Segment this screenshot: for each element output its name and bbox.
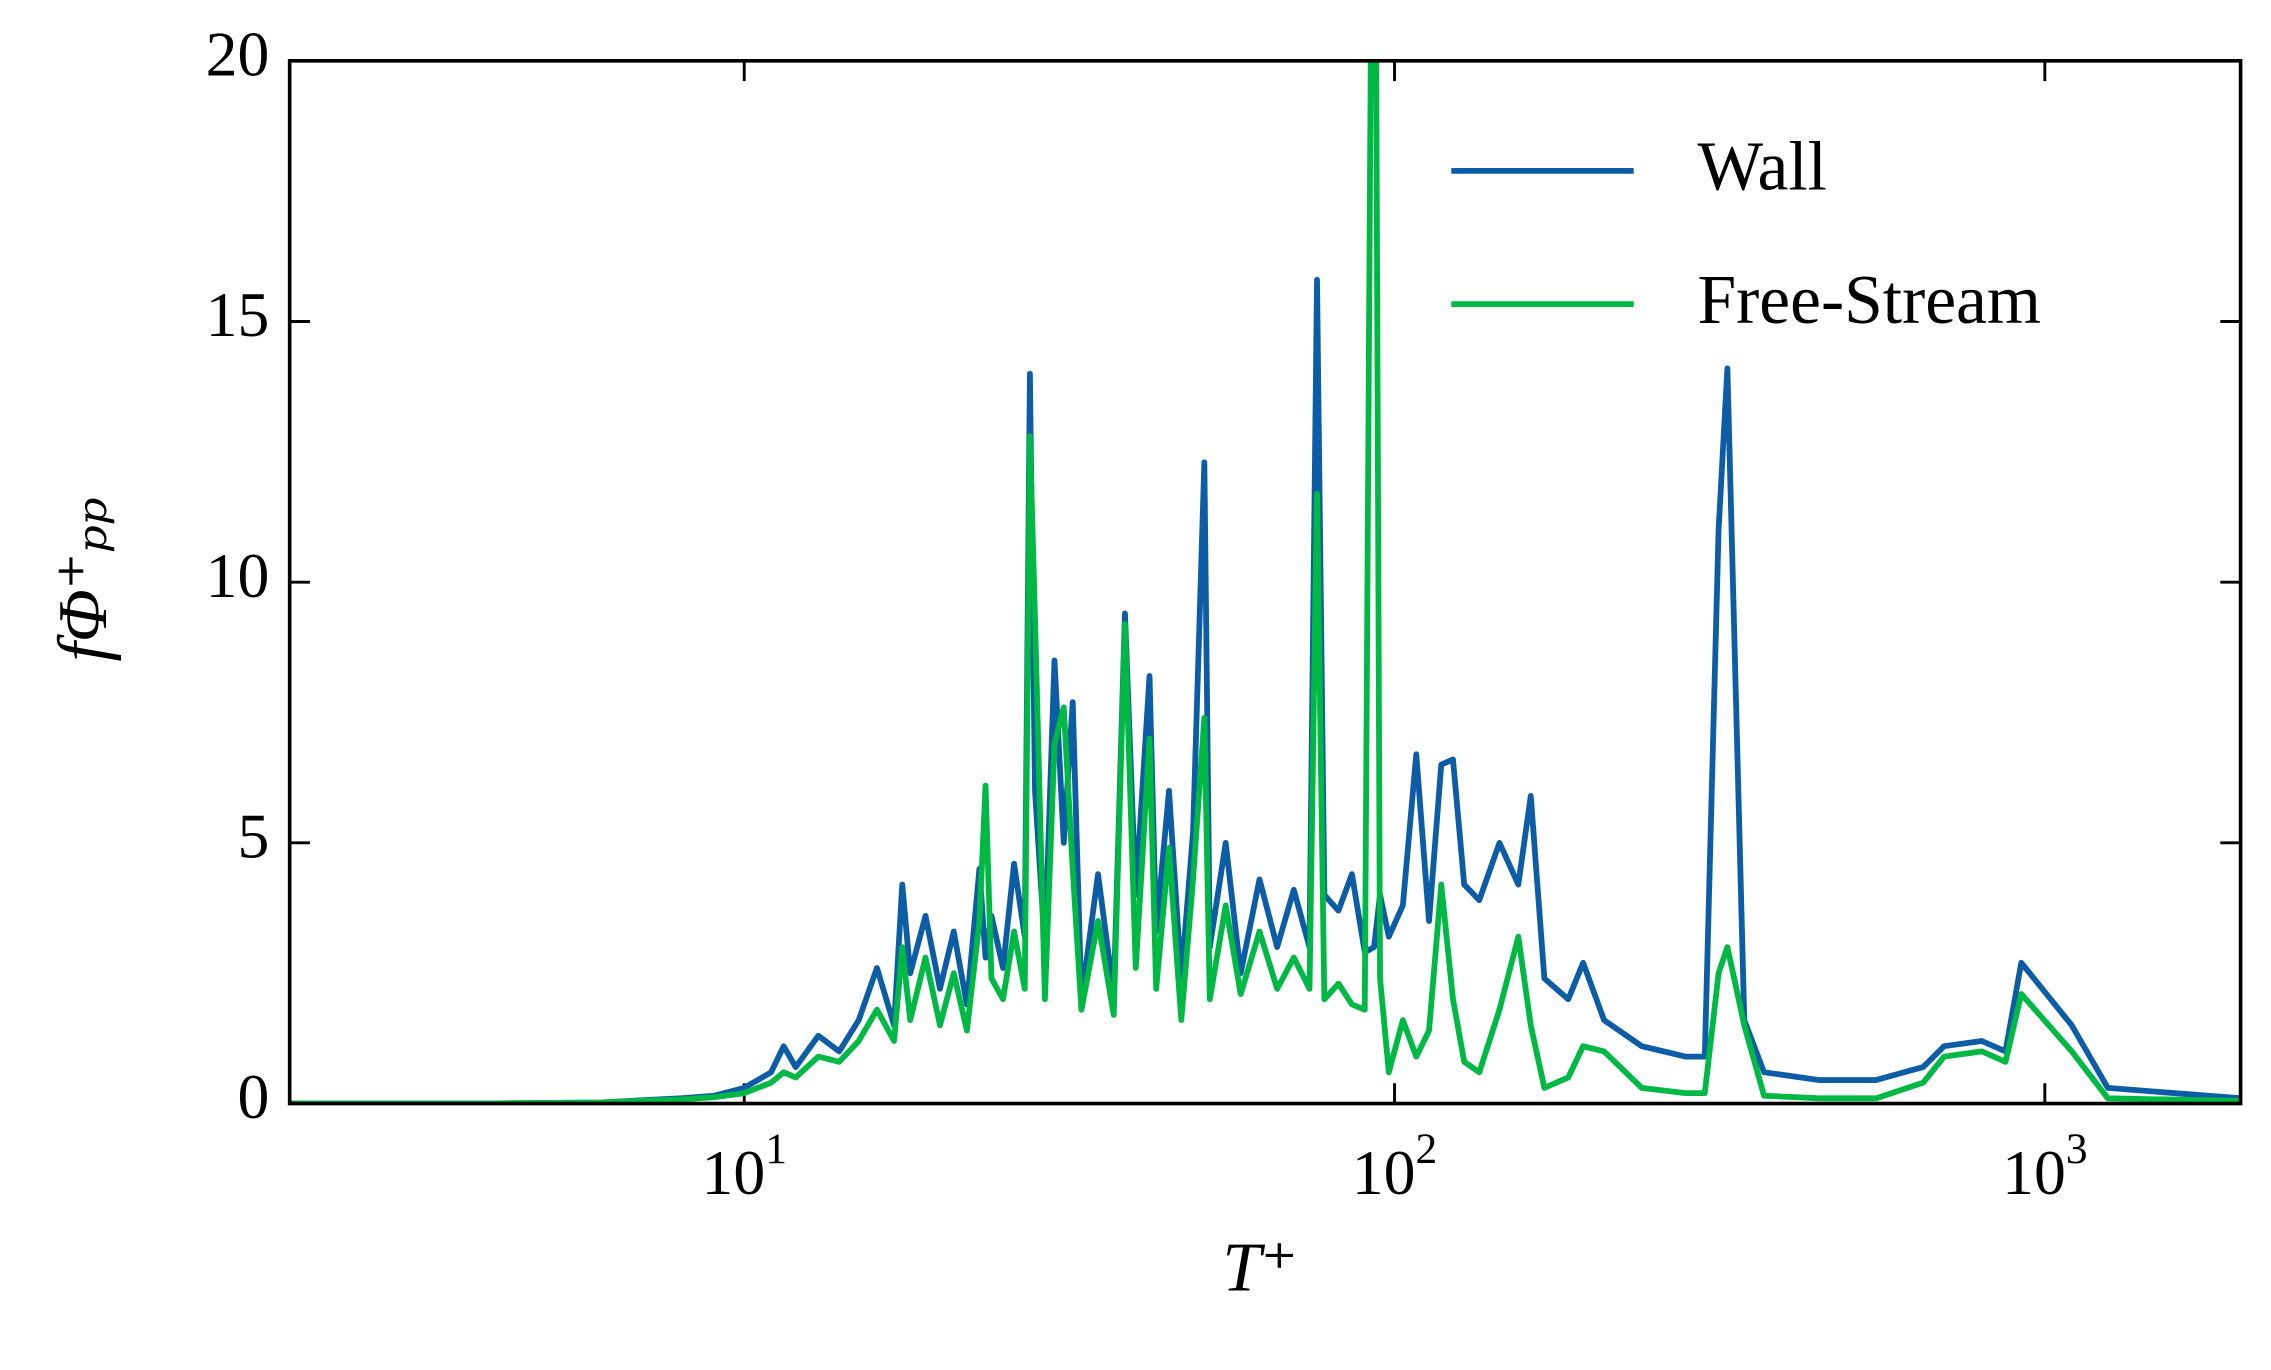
y-tick-label: 5 <box>238 800 270 871</box>
x-tick-label: 101 <box>701 1125 786 1208</box>
x-tick-base: 10 <box>1352 1136 1416 1207</box>
y-axis-label: fΦ⁺ₚₚ <box>45 497 122 661</box>
plot-area <box>289 60 2241 1104</box>
series-line <box>289 276 2241 1104</box>
x-tick-exponent: 2 <box>1416 1125 1438 1173</box>
x-tick-base: 10 <box>2002 1136 2066 1207</box>
x-tick-base: 10 <box>701 1136 765 1207</box>
y-tick-label: 0 <box>238 1061 270 1132</box>
x-tick-label: 102 <box>1352 1125 1437 1208</box>
x-axis-label: T⁺ <box>1222 1229 1297 1306</box>
series-line <box>289 60 2241 1104</box>
legend-label: Wall <box>1697 129 1827 206</box>
plot-frame <box>287 59 2243 1106</box>
y-tick-label: 20 <box>206 18 270 89</box>
x-tick-label: 103 <box>2002 1125 2087 1208</box>
x-tick-exponent: 1 <box>765 1125 787 1173</box>
legend-label: Free-Stream <box>1697 262 2041 339</box>
x-tick-exponent: 3 <box>2066 1125 2088 1173</box>
y-tick-label: 10 <box>206 540 270 611</box>
y-tick-label: 15 <box>206 279 270 350</box>
